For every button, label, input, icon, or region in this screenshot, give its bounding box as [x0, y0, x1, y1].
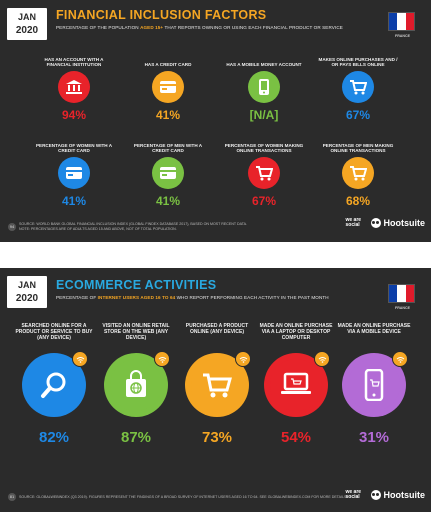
- stat-financial-account: HAS AN ACCOUNT WITH A FINANCIAL INSTITUT…: [32, 52, 116, 122]
- stat-value: 41%: [155, 108, 181, 122]
- we-are-social-logo: we are social: [345, 217, 362, 228]
- wifi-icon: [392, 351, 408, 367]
- france-flag-icon: [388, 12, 415, 31]
- france-flag-icon: [388, 284, 415, 303]
- slide-title: ECOMMERCE ACTIVITIES: [56, 278, 217, 292]
- stat-label: SEARCHED ONLINE FOR A PRODUCT OR SERVICE…: [15, 323, 93, 341]
- source-line: SOURCE: GLOBALWEBINDEX (Q3 2019). FIGURE…: [19, 494, 348, 499]
- slide-subtitle: PERCENTAGE OF INTERNET USERS AGED 16 TO …: [56, 295, 329, 300]
- wifi-icon: [72, 351, 88, 367]
- date-month: JAN: [17, 280, 36, 290]
- stat-label: MADE AN ONLINE PURCHASE VIA A LAPTOP OR …: [259, 323, 333, 341]
- date-year: 2020: [15, 25, 39, 36]
- search-icon: [28, 359, 80, 411]
- page-number: 81: [8, 493, 16, 501]
- mobile-phone-icon: [348, 359, 400, 411]
- date-month: JAN: [17, 12, 36, 22]
- stat-men-credit-card: PERCENTAGE OF MEN WITH A CREDIT CARD 41%: [126, 138, 210, 208]
- page-number: 94: [8, 223, 16, 231]
- stat-label: PERCENTAGE OF MEN MAKING ONLINE TRANSACT…: [322, 142, 394, 154]
- stat-men-online-transactions: PERCENTAGE OF MEN MAKING ONLINE TRANSACT…: [316, 138, 400, 208]
- stat-value: 68%: [345, 194, 371, 208]
- stat-value: 87%: [120, 429, 152, 446]
- note-line: NOTE: PERCENTAGES ARE OF ADULTS AGED 15 …: [19, 227, 177, 231]
- flag-label: FRANCE: [395, 34, 410, 38]
- stat-label: VISITED AN ONLINE RETAIL STORE ON THE WE…: [102, 323, 170, 341]
- stat-label: PURCHASED A PRODUCT ONLINE (ANY DEVICE): [185, 323, 249, 335]
- financial-inclusion-slide: JAN 2020 FINANCIAL INCLUSION FACTORS PER…: [0, 0, 431, 242]
- shopping-bag-icon: [110, 359, 162, 411]
- wifi-icon: [154, 351, 170, 367]
- stat-label: PERCENTAGE OF WOMEN MAKING ONLINE TRANSA…: [224, 142, 304, 154]
- stat-label: HAS A CREDIT CARD: [144, 62, 192, 68]
- stat-online-purchases: MAKES ONLINE PURCHASES AND / OR PAYS BIL…: [316, 52, 400, 122]
- brand-logos: we are social Hootsuite: [345, 217, 425, 228]
- stat-label: HAS A MOBILE MONEY ACCOUNT: [226, 62, 302, 68]
- laptop-icon: [270, 359, 322, 411]
- stat-value: [N/A]: [249, 108, 279, 122]
- owl-icon: [370, 490, 381, 500]
- stat-label: MAKES ONLINE PURCHASES AND / OR PAYS BIL…: [318, 56, 398, 68]
- stat-visited-retail-store: VISITED AN ONLINE RETAIL STORE ON THE WE…: [96, 323, 176, 446]
- brand-logos: we are social Hootsuite: [345, 489, 425, 500]
- stat-label: PERCENTAGE OF MEN WITH A CREDIT CARD: [133, 142, 203, 154]
- source-footer: 81 SOURCE: GLOBALWEBINDEX (Q3 2019). FIGU…: [8, 493, 347, 501]
- stat-label: MADE AN ONLINE PURCHASE VIA A MOBILE DEV…: [337, 323, 411, 335]
- credit-card-male-icon: [152, 157, 184, 189]
- mobile-money-icon: [248, 71, 280, 103]
- shopping-cart-icon: [342, 71, 374, 103]
- stat-purchase-laptop: MADE AN ONLINE PURCHASE VIA A LAPTOP OR …: [256, 323, 336, 446]
- wifi-icon: [235, 351, 251, 367]
- flag-label: FRANCE: [395, 306, 410, 310]
- stat-searched-online: SEARCHED ONLINE FOR A PRODUCT OR SERVICE…: [14, 323, 94, 446]
- we-are-social-logo: we are social: [345, 489, 362, 500]
- stat-women-online-transactions: PERCENTAGE OF WOMEN MAKING ONLINE TRANSA…: [222, 138, 306, 208]
- stat-value: 67%: [345, 108, 371, 122]
- source-line: SOURCE: WORLD BANK GLOBAL FINANCIAL INCL…: [19, 222, 248, 226]
- stat-credit-card: HAS A CREDIT CARD 41%: [126, 52, 210, 122]
- slide-title: FINANCIAL INCLUSION FACTORS: [56, 8, 267, 22]
- stat-value: 73%: [201, 429, 233, 446]
- stat-value: 41%: [155, 194, 181, 208]
- stat-mobile-money: HAS A MOBILE MONEY ACCOUNT [N/A]: [222, 52, 306, 122]
- stat-value: 67%: [251, 194, 277, 208]
- bank-icon: [58, 71, 90, 103]
- credit-card-icon: [152, 71, 184, 103]
- cart-female-icon: [248, 157, 280, 189]
- stat-purchase-mobile: MADE AN ONLINE PURCHASE VIA A MOBILE DEV…: [334, 323, 414, 446]
- hootsuite-logo: Hootsuite: [370, 490, 425, 500]
- slide-subtitle: PERCENTAGE OF THE POPULATION AGED 15+ TH…: [56, 25, 343, 30]
- stat-value: 41%: [61, 194, 87, 208]
- source-footer: 94 SOURCE: WORLD BANK GLOBAL FINANCIAL IN…: [8, 222, 247, 232]
- stat-purchased-online: PURCHASED A PRODUCT ONLINE (ANY DEVICE) …: [177, 323, 257, 446]
- stat-value: 54%: [280, 429, 312, 446]
- ecommerce-activities-slide: JAN 2020 ECOMMERCE ACTIVITIES PERCENTAGE…: [0, 268, 431, 512]
- date-badge: JAN 2020: [7, 276, 47, 308]
- date-badge: JAN 2020: [7, 8, 47, 40]
- stat-label: HAS AN ACCOUNT WITH A FINANCIAL INSTITUT…: [44, 56, 104, 68]
- credit-card-female-icon: [58, 157, 90, 189]
- wifi-icon: [314, 351, 330, 367]
- stat-value: 82%: [38, 429, 70, 446]
- stat-label: PERCENTAGE OF WOMEN WITH A CREDIT CARD: [35, 142, 113, 154]
- date-year: 2020: [15, 293, 39, 304]
- shopping-cart-icon: [191, 359, 243, 411]
- hootsuite-logo: Hootsuite: [370, 218, 425, 228]
- stat-value: 31%: [358, 429, 390, 446]
- owl-icon: [370, 218, 381, 228]
- cart-male-icon: [342, 157, 374, 189]
- stat-value: 94%: [61, 108, 87, 122]
- stat-women-credit-card: PERCENTAGE OF WOMEN WITH A CREDIT CARD 4…: [32, 138, 116, 208]
